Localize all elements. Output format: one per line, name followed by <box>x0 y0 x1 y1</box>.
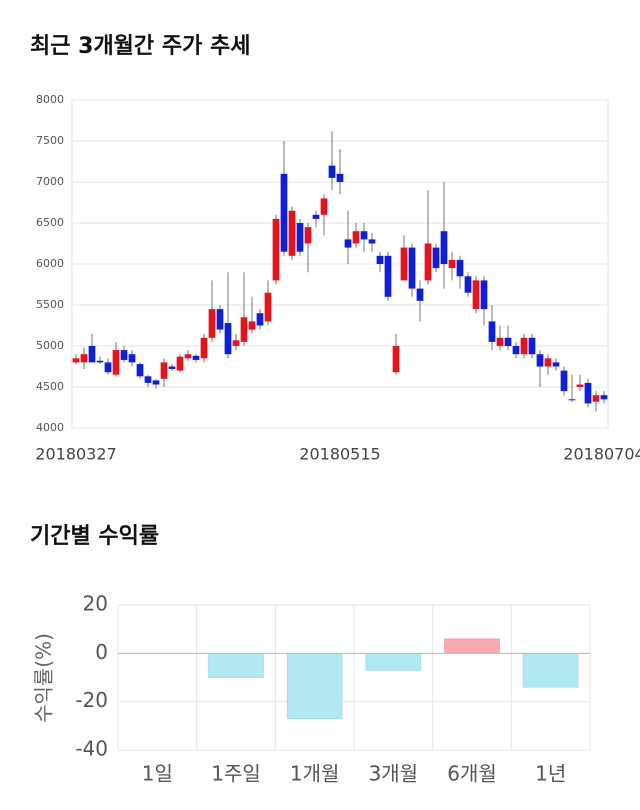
y-tick-label: 4500 <box>36 380 64 393</box>
x-tick-label: 1일 <box>142 762 173 786</box>
candle-body <box>304 227 312 244</box>
candle-body <box>176 356 184 371</box>
candle-body <box>600 395 608 400</box>
x-tick-label: 20180327 <box>35 445 116 464</box>
candle-body <box>432 247 440 269</box>
candle-body <box>216 309 224 330</box>
candle-body <box>392 346 400 373</box>
candle-body <box>240 317 248 342</box>
candle-body <box>312 214 320 219</box>
candle-body <box>408 247 416 289</box>
y-tick-label: 5000 <box>36 339 64 352</box>
candle-body <box>336 173 344 182</box>
y-tick-label: 7500 <box>36 134 64 147</box>
candle-body <box>72 358 80 363</box>
x-tick-label: 20180704 <box>563 445 640 464</box>
candle-body <box>440 231 448 264</box>
x-tick-label: 1주일 <box>211 762 261 786</box>
candle-body <box>536 354 544 367</box>
candle-body <box>520 337 528 355</box>
candle-body <box>352 231 360 244</box>
y-tick-label: 6000 <box>36 257 64 270</box>
y-tick-label: 6500 <box>36 216 64 229</box>
bar <box>286 653 343 719</box>
candle-body <box>544 358 552 367</box>
candle-body <box>496 337 504 346</box>
candle-body <box>112 350 120 375</box>
candle-body <box>144 376 152 383</box>
candle-body <box>472 280 480 310</box>
bar <box>444 638 500 654</box>
candle-body <box>552 362 560 367</box>
candle-body <box>376 255 384 264</box>
candle-body <box>248 321 256 330</box>
y-tick-label: 0 <box>95 640 108 664</box>
candle-body <box>384 255 392 297</box>
y-tick-label: -20 <box>75 688 108 712</box>
candle-body <box>584 382 592 404</box>
candle-body <box>232 340 240 346</box>
bar <box>208 653 264 678</box>
y-tick-label: 20 <box>83 592 108 616</box>
candle-body <box>296 223 304 252</box>
candle-body <box>560 370 568 392</box>
bar <box>365 653 422 671</box>
candle-body <box>464 276 472 293</box>
y-tick-label: -40 <box>75 737 108 761</box>
candle-body <box>280 173 288 252</box>
candle-body <box>120 350 128 360</box>
candle-body <box>320 198 328 215</box>
x-tick-label: 20180515 <box>299 445 380 464</box>
candle-body <box>160 362 168 379</box>
candle-body <box>424 243 432 281</box>
y-axis-label: 수익률(%) <box>32 633 56 723</box>
y-tick-label: 5500 <box>36 298 64 311</box>
candle-body <box>368 239 376 244</box>
candle-body <box>264 292 272 322</box>
candle-body <box>208 309 216 338</box>
candle-body <box>152 380 160 385</box>
x-tick-label: 1년 <box>535 762 566 786</box>
candle-body <box>200 337 208 359</box>
candle-body <box>272 218 280 281</box>
candle-body <box>400 247 408 281</box>
candle-body <box>104 362 112 373</box>
candle-body <box>504 337 512 346</box>
candle-body <box>456 259 464 277</box>
chart-title: 최근 3개월간 주가 추세 <box>30 34 250 59</box>
y-tick-label: 7000 <box>36 175 64 188</box>
candle-body <box>328 165 336 178</box>
candle-body <box>288 210 296 256</box>
x-tick-label: 1개월 <box>290 762 340 786</box>
candle-body <box>80 354 88 363</box>
candle-body <box>512 346 520 355</box>
candle-body <box>592 395 600 402</box>
candle-body <box>224 323 232 355</box>
candle-body <box>88 346 96 363</box>
candle-body <box>480 280 488 310</box>
candle-body <box>96 360 104 363</box>
candle-body <box>184 354 192 359</box>
candle-body <box>344 239 352 248</box>
candle-body <box>128 354 136 363</box>
bar <box>522 653 579 688</box>
candle-body <box>448 259 456 269</box>
x-tick-label: 6개월 <box>447 762 497 786</box>
candle-body <box>576 384 584 387</box>
candle-body <box>488 321 496 342</box>
candle-body <box>528 337 536 355</box>
candle-body <box>168 366 176 369</box>
y-tick-label: 8000 <box>36 93 64 106</box>
x-tick-label: 3개월 <box>369 762 419 786</box>
candle-body <box>416 288 424 301</box>
chart-title: 기간별 수익률 <box>30 524 159 549</box>
candle-body <box>136 364 144 377</box>
candle-body <box>192 355 200 360</box>
y-tick-label: 4000 <box>36 421 64 434</box>
candle-body <box>568 399 576 401</box>
candle-body <box>256 313 264 326</box>
candle-body <box>360 231 368 240</box>
